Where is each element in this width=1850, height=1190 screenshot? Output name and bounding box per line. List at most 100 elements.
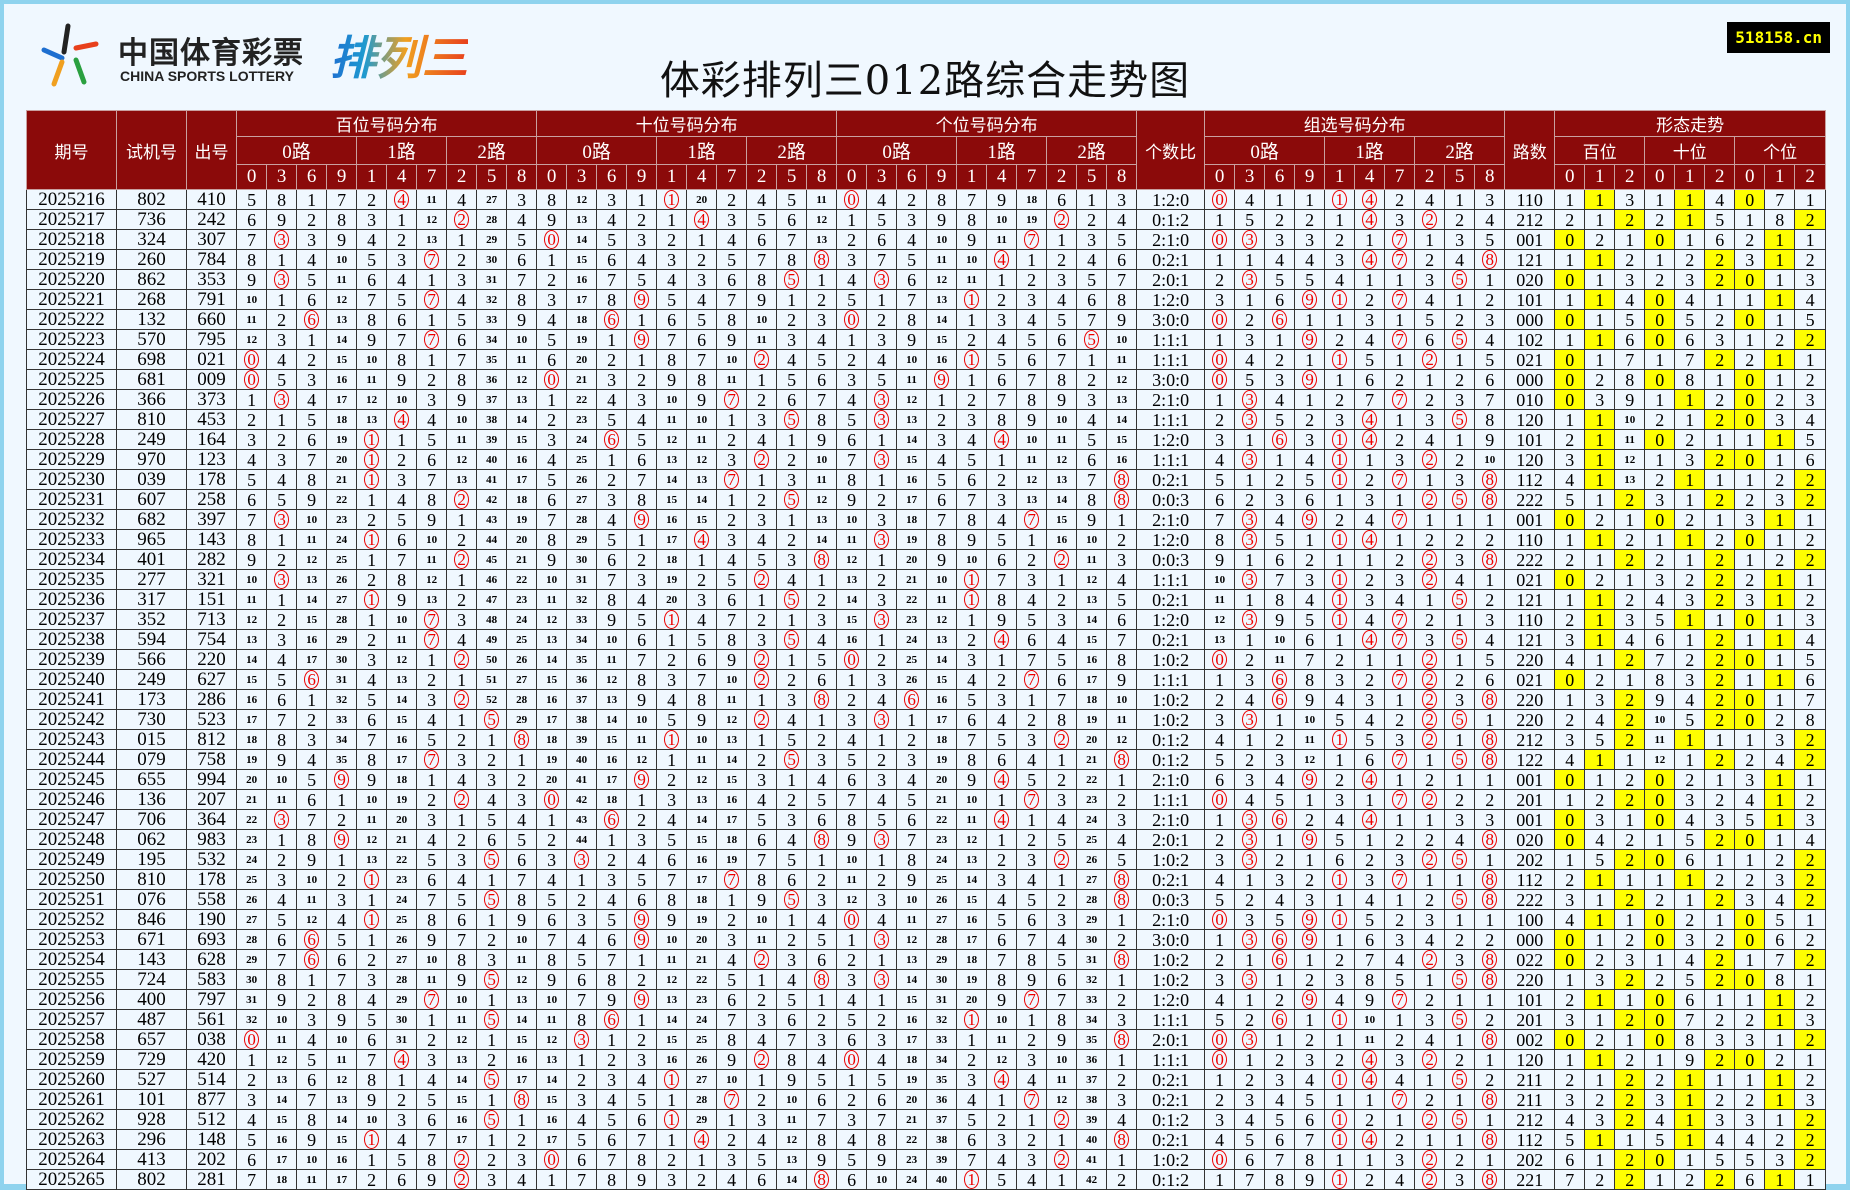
ge-cell: 3 [1106, 1009, 1138, 1030]
ge-cell: 22 [896, 589, 928, 610]
bai-cell: 10 [386, 389, 418, 410]
pattern-cell: 2 [1764, 849, 1796, 870]
bai-cell: 1 [476, 909, 508, 930]
group-cell: 9 [1474, 429, 1506, 450]
pattern-cell: 0 [1554, 369, 1586, 390]
route-number-cell: 212 [1504, 729, 1556, 750]
ge-cell: 4 [866, 189, 898, 210]
test-number-cell: 802 [116, 189, 188, 210]
hit-circle: 1 [1332, 1010, 1348, 1029]
bai-cell: 9 [506, 909, 538, 930]
ge-cell: 8 [866, 1129, 898, 1150]
group-cell: 2 [1414, 889, 1446, 910]
hit-circle: 4 [1362, 770, 1378, 789]
bai-cell: 1 [416, 1009, 448, 1030]
bai-cell: 13 [446, 1049, 478, 1070]
pattern-cell: 6 [1704, 229, 1736, 250]
group-cell: 1 [1444, 909, 1476, 930]
bai-cell: 16 [236, 689, 268, 710]
ge-cell: 1 [1046, 1129, 1078, 1150]
pattern-cell: 2 [1554, 429, 1586, 450]
ge-cell: 4 [926, 449, 958, 470]
ge-cell: 29 [1076, 909, 1108, 930]
group-cell: 1 [1264, 189, 1296, 210]
hit-circle: 3 [1242, 810, 1258, 829]
shi-cell: 4 [806, 769, 838, 790]
pattern-cell: 1 [1554, 849, 1586, 870]
bai-cell: 13 [356, 409, 388, 430]
header-pattern-digit-2: 2 [1704, 164, 1736, 190]
shi-cell: 2 [746, 949, 778, 970]
group-cell: 3 [1264, 749, 1296, 770]
group-cell: 7 [1264, 569, 1296, 590]
group-cell: 3 [1384, 449, 1416, 470]
group-cell: 3 [1444, 689, 1476, 710]
bai-cell: 9 [386, 589, 418, 610]
pattern-cell: 0 [1644, 789, 1676, 810]
shi-cell: 10 [596, 629, 628, 650]
shi-cell: 5 [776, 629, 808, 650]
ge-cell: 13 [836, 569, 868, 590]
shi-cell: 9 [716, 1049, 748, 1070]
shi-cell: 7 [596, 269, 628, 290]
table-row: 2025252 846 190 27 5 12 4 1 25 8 6 1 9 6 3 5 9 9 19 2 10 1 4 0 4… [25, 909, 1826, 930]
pattern-cell: 0 [1644, 309, 1676, 330]
ge-cell: 1 [986, 1089, 1018, 1110]
pattern-cell: 2 [1704, 349, 1736, 370]
group-cell: 2 [1324, 229, 1356, 250]
bai-cell: 13 [266, 1069, 298, 1090]
shi-cell: 7 [626, 469, 658, 490]
shi-cell: 9 [806, 1149, 838, 1170]
group-cell: 1 [1444, 729, 1476, 750]
bai-cell: 9 [386, 369, 418, 390]
ge-cell: 10 [1046, 1049, 1078, 1070]
bai-cell: 2 [476, 1149, 508, 1170]
hit-circle: 5 [784, 590, 800, 609]
ge-cell: 3 [866, 389, 898, 410]
header-group-distribution: 组选号码分布 [1204, 110, 1506, 137]
shi-cell: 3 [596, 189, 628, 210]
bai-cell: 40 [476, 449, 508, 470]
shi-cell: 2 [536, 829, 568, 850]
bai-cell: 4 [386, 409, 418, 430]
shi-cell: 8 [716, 629, 748, 650]
header-route-number: 路数 [1504, 110, 1556, 190]
ge-cell: 5 [1106, 589, 1138, 610]
group-cell: 4 [1444, 829, 1476, 850]
pattern-cell: 5 [1554, 489, 1586, 510]
ge-cell: 5 [866, 369, 898, 390]
group-cell: 1 [1414, 1129, 1446, 1150]
shi-cell: 17 [686, 869, 718, 890]
bai-cell: 5 [236, 1129, 268, 1150]
site-badge[interactable]: 518158.cn [1727, 22, 1830, 53]
ratio-cell: 1:2:0 [1136, 609, 1206, 630]
ratio-cell: 1:2:0 [1136, 289, 1206, 310]
bai-cell: 5 [356, 249, 388, 270]
ge-cell: 22 [1076, 769, 1108, 790]
shi-cell: 6 [566, 1149, 598, 1170]
bai-cell: 11 [446, 1009, 478, 1030]
hit-circle: 0 [1212, 310, 1228, 329]
hit-circle: 8 [814, 690, 830, 709]
shi-cell: 5 [806, 789, 838, 810]
group-cell: 2 [1414, 829, 1446, 850]
shi-cell: 12 [656, 969, 688, 990]
bai-cell: 6 [266, 689, 298, 710]
bai-cell: 2 [266, 549, 298, 570]
shi-cell: 6 [656, 849, 688, 870]
group-cell: 5 [1234, 1129, 1266, 1150]
hit-circle: 9 [1302, 290, 1318, 309]
ge-cell: 11 [836, 869, 868, 890]
ge-cell: 4 [986, 629, 1018, 650]
header-route-2: 2路 [446, 136, 538, 165]
ratio-cell: 2:1:0 [1136, 389, 1206, 410]
ge-cell: 24 [896, 629, 928, 650]
ge-cell: 23 [926, 829, 958, 850]
test-number-cell: 101 [116, 1089, 188, 1110]
bai-cell: 6 [446, 329, 478, 350]
shi-cell: 8 [626, 489, 658, 510]
hit-circle: 8 [1114, 490, 1130, 509]
bai-cell: 1 [446, 669, 478, 690]
bai-cell: 16 [326, 369, 358, 390]
ge-cell: 15 [1076, 629, 1108, 650]
